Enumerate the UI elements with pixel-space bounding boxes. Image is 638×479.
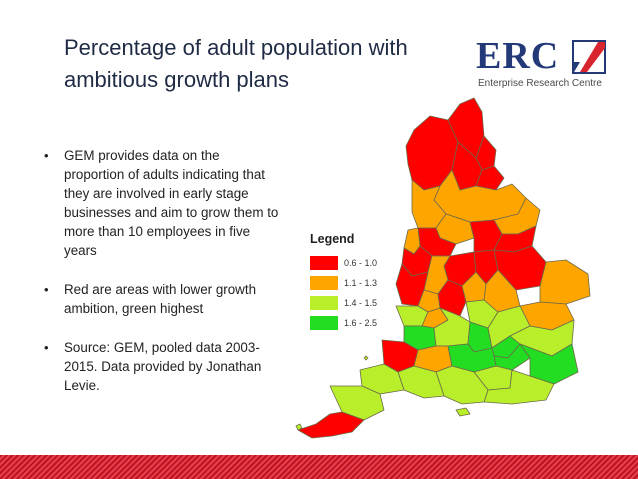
bullet-list: • GEM provides data on the proportion of …	[44, 146, 280, 415]
bullet-text: Red are areas with lower growth ambition…	[64, 282, 257, 316]
region-kent	[519, 343, 579, 385]
legend-swatch	[310, 296, 338, 310]
region-isle-of-wight	[455, 407, 471, 417]
bullet-marker: •	[44, 282, 49, 297]
legend-swatch	[310, 316, 338, 330]
legend-label: 1.6 - 2.5	[344, 318, 378, 328]
logo-slash-icon	[572, 40, 606, 74]
region-lundy	[363, 355, 369, 361]
region-sussex	[483, 369, 555, 405]
erc-logo: ERC Enterprise Research Centre	[476, 35, 626, 94]
region-norfolk	[539, 259, 591, 305]
bullet-marker: •	[44, 148, 49, 163]
logo-subtitle: Enterprise Research Centre	[478, 78, 602, 89]
legend-label: 0.6 - 1.0	[344, 258, 378, 268]
legend-label: 1.1 - 1.3	[344, 278, 378, 288]
bullet-item: • Red are areas with lower growth ambitio…	[44, 280, 280, 318]
region-hampshire	[435, 365, 489, 405]
region-scilly	[295, 423, 303, 431]
bullet-item: • GEM provides data on the proportion of …	[44, 146, 280, 260]
legend-swatch	[310, 256, 338, 270]
bullet-item: • Source: GEM, pooled data 2003-2015. Dat…	[44, 338, 280, 395]
logo-wordmark: ERC	[476, 35, 560, 77]
slide-title: Percentage of adult population with ambi…	[64, 35, 408, 92]
legend-title: Legend	[310, 232, 355, 246]
bullet-text: GEM provides data on the proportion of a…	[64, 148, 279, 258]
region-tees	[475, 165, 505, 191]
legend-label: 1.4 - 1.5	[344, 298, 378, 308]
legend-swatch	[310, 276, 338, 290]
bullet-text: Source: GEM, pooled data 2003-2015. Data…	[64, 340, 262, 393]
footer-stripe-bar	[0, 455, 638, 479]
bullet-marker: •	[44, 340, 49, 355]
region-cornwall	[297, 411, 365, 439]
